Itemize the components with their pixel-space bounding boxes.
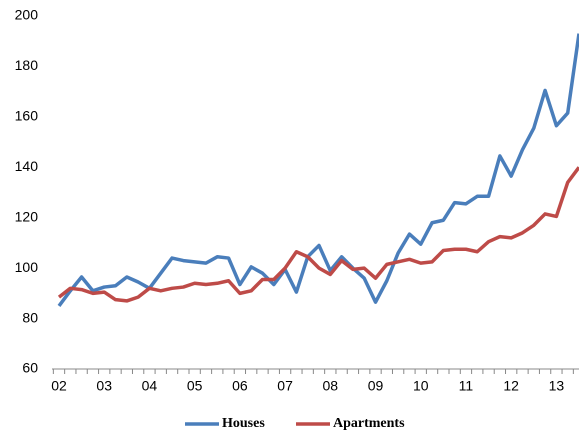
y-tick-label: 160 — [15, 108, 39, 124]
line-series — [57, 33, 579, 308]
x-tick-label: 03 — [96, 378, 112, 394]
y-tick-label: 80 — [22, 309, 38, 325]
line-series — [57, 166, 579, 303]
y-tick-label: 60 — [22, 360, 38, 376]
legend-label: Apartments — [333, 416, 405, 431]
x-tick-label: 02 — [51, 378, 67, 394]
x-tick-label: 11 — [459, 378, 474, 394]
x-tick-label: 04 — [142, 378, 158, 394]
x-tick-label: 06 — [232, 378, 248, 394]
y-tick-label: 120 — [15, 208, 39, 224]
y-tick-label: 100 — [15, 259, 39, 275]
x-tick-label: 13 — [549, 378, 565, 394]
x-tick-label: 08 — [323, 378, 339, 394]
y-tick-label: 200 — [15, 7, 39, 23]
x-tick-label: 09 — [368, 378, 384, 394]
x-tick-label: 12 — [503, 378, 519, 394]
x-tick-label: 05 — [187, 378, 203, 394]
y-tick-label: 180 — [15, 57, 39, 73]
x-tick-label: 07 — [277, 378, 293, 394]
x-tick-label: 10 — [413, 378, 429, 394]
legend-label: Houses — [222, 416, 265, 431]
y-tick-label: 140 — [15, 158, 39, 174]
